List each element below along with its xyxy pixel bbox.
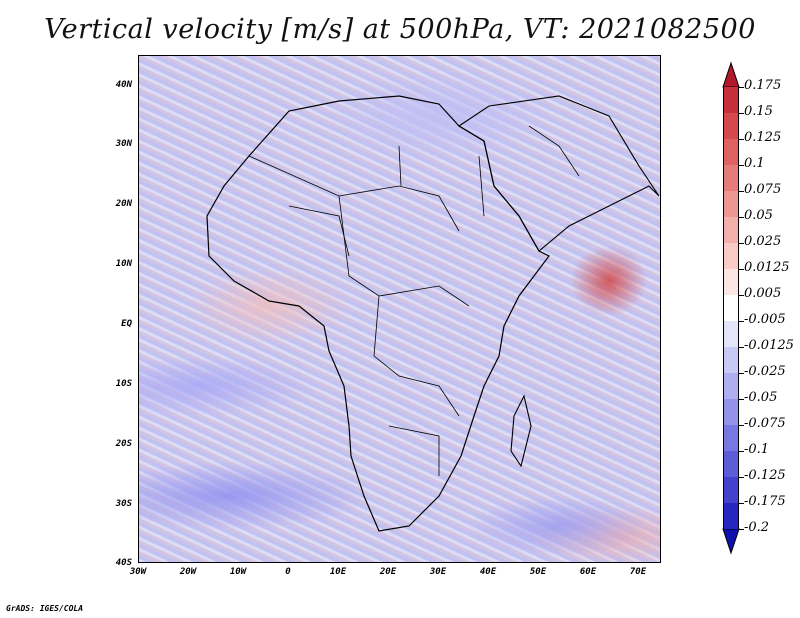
colorbar-label: 0.0125 xyxy=(744,260,790,275)
colorbar-tick xyxy=(739,529,744,530)
colorbar-label: -0.075 xyxy=(744,416,786,431)
colorbar-segment xyxy=(723,373,739,399)
colorbar-bottom-arrow xyxy=(722,528,740,555)
lat-label-40n: 40N xyxy=(115,80,132,90)
colorbar-label: 0.125 xyxy=(744,130,782,145)
colorbar-label: 0.005 xyxy=(744,286,782,301)
colorbar-segment xyxy=(723,477,739,503)
lon-label-10w: 10W xyxy=(229,567,247,577)
lon-label-10e: 10E xyxy=(329,567,347,577)
colorbar-segment xyxy=(723,269,739,295)
colorbar-tick xyxy=(739,269,744,270)
colorbar-label: -0.1 xyxy=(744,442,770,457)
lon-label-0: 0 xyxy=(285,567,291,577)
colorbar-tick xyxy=(739,243,744,244)
colorbar-tick xyxy=(739,321,744,322)
lat-label-30s: 30S xyxy=(115,499,132,509)
lat-label-40s: 40S xyxy=(115,558,132,568)
colorbar-segment xyxy=(723,113,739,139)
colorbar-segment xyxy=(723,451,739,477)
colorbar-label: -0.2 xyxy=(744,520,770,535)
colorbar-tick xyxy=(739,217,744,218)
lat-label-10n: 10N xyxy=(115,259,132,269)
colorbar-segment xyxy=(723,347,739,373)
lon-label-20w: 20W xyxy=(179,567,197,577)
lon-label-60e: 60E xyxy=(579,567,597,577)
colorbar-label: 0.075 xyxy=(744,182,782,197)
colorbar-segment xyxy=(723,243,739,269)
colorbar-tick xyxy=(739,451,744,452)
colorbar-segment xyxy=(723,295,739,321)
colorbar-segment xyxy=(723,321,739,347)
colorbar-label: -0.125 xyxy=(744,468,786,483)
colorbar-label: -0.0125 xyxy=(744,338,794,353)
lon-label-20e: 20E xyxy=(379,567,397,577)
colorbar-label: 0.15 xyxy=(744,104,773,119)
colorbar-label: 0.175 xyxy=(744,78,782,93)
colorbar-label: 0.1 xyxy=(744,156,765,171)
chart-title: Vertical velocity [m/s] at 500hPa, VT: 2… xyxy=(44,14,756,45)
colorbar-tick xyxy=(739,477,744,478)
lon-label-70e: 70E xyxy=(629,567,647,577)
colorbar-tick xyxy=(739,373,744,374)
lon-label-30w: 30W xyxy=(129,567,147,577)
colorbar-label: 0.025 xyxy=(744,234,782,249)
colorbar-top-arrow xyxy=(722,61,740,88)
colorbar-tick xyxy=(739,503,744,504)
colorbar-segment xyxy=(723,139,739,165)
lon-label-40e: 40E xyxy=(479,567,497,577)
colorbar-label: -0.005 xyxy=(744,312,786,327)
colorbar-tick xyxy=(739,139,744,140)
colorbar-segment xyxy=(723,217,739,243)
colorbar-tick xyxy=(739,399,744,400)
colorbar-segment xyxy=(723,87,739,113)
colorbar-segment xyxy=(723,399,739,425)
lat-label-10s: 10S xyxy=(115,379,132,389)
lat-label-20s: 20S xyxy=(115,439,132,449)
colorbar-tick xyxy=(739,425,744,426)
map-panel xyxy=(138,55,661,563)
colorbar-label: -0.175 xyxy=(744,494,786,509)
lat-label-30n: 30N xyxy=(115,139,132,149)
colorbar-tick xyxy=(739,113,744,114)
lon-label-50e: 50E xyxy=(529,567,547,577)
lon-label-30e: 30E xyxy=(429,567,447,577)
lat-label-eq: EQ xyxy=(121,319,132,329)
colorbar-segment xyxy=(723,191,739,217)
colorbar-tick xyxy=(739,191,744,192)
colorbar-segment xyxy=(723,425,739,451)
colorbar-tick xyxy=(739,295,744,296)
colorbar-tick xyxy=(739,87,744,88)
colorbar-tick xyxy=(739,165,744,166)
colorbar-tick xyxy=(739,347,744,348)
colorbar-segment xyxy=(723,165,739,191)
colorbar-segment xyxy=(723,503,739,529)
colorbar-label: -0.05 xyxy=(744,390,778,405)
africa-outline xyxy=(206,95,660,532)
lat-label-20n: 20N xyxy=(115,199,132,209)
colorbar xyxy=(722,61,740,555)
credit-text: GrADS: IGES/COLA xyxy=(6,604,84,613)
colorbar-label: -0.025 xyxy=(744,364,786,379)
colorbar-label: 0.05 xyxy=(744,208,773,223)
